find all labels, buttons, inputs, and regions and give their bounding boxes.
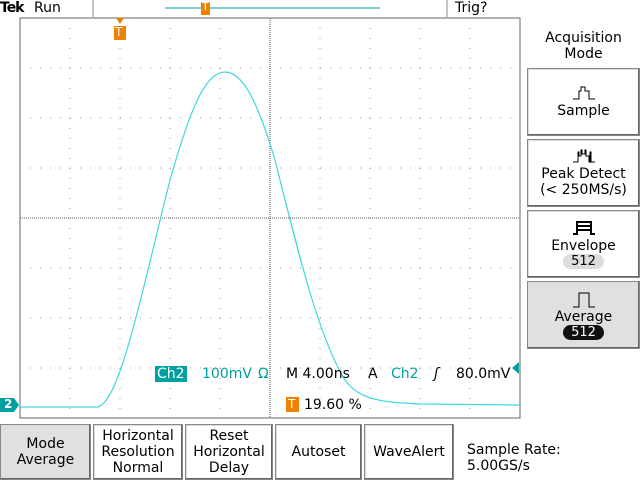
menu-title-line: Mode [564,46,603,62]
menu-title-line: Acquisition [545,30,622,46]
channel: Ch2 [157,366,185,382]
button-label: Envelope [551,237,616,254]
button-label: Peak Detect [541,166,626,182]
button-label: Horizontal [193,444,265,460]
timebase: M 4.00ns [286,366,350,382]
button-label: Average [554,308,613,325]
side-button[interactable]: Average 512 [527,281,640,349]
menu-title: Acquisition Mode [527,30,640,62]
side-button[interactable]: Peak Detect (< 250MS/s) [527,139,640,207]
mode-icon [572,86,595,100]
button-label: Autoset [291,444,346,460]
button-label: Reset [209,428,249,444]
trigger-mode: A [368,366,378,382]
trigger-source: Ch2 [391,366,419,382]
badge: 512 [563,324,604,340]
trigger-marker: T [202,0,209,13]
bottom-button[interactable]: Mode Average [0,424,91,480]
button-label: WaveAlert [373,444,445,460]
button-label: Mode [26,436,65,452]
bottom-button[interactable]: Autoset [275,424,362,480]
side-button[interactable]: Sample [527,68,640,136]
brand: Tek [0,0,24,16]
impedance: Ω [258,366,269,382]
mode-icon [572,292,595,307]
button-label: Resolution [101,444,175,460]
button-label: Average [16,452,75,468]
button-label: (< 250MS/s) [540,182,627,198]
button-label: Horizontal [102,428,174,444]
mode-icon [572,149,595,163]
trigger-slope: ʃ [434,366,439,382]
volts-per-div: 100mV [202,366,252,382]
button-label: Delay [208,460,250,476]
position: 19.60 % [304,397,362,413]
position-marker-small: T [288,397,296,411]
position-marker: T [115,25,123,39]
run-state: Run [34,0,61,16]
bottom-button[interactable]: WaveAlert [364,424,454,480]
side-button[interactable]: Envelope 512 [527,210,640,278]
button-label: Sample [557,103,610,119]
button-label: Normal [112,460,164,476]
info-line: 5.00GS/s [467,458,530,474]
sample-rate: Sample Rate: 5.00GS/s [467,442,561,474]
ground-marker: 2 [4,397,13,411]
bottom-button[interactable]: Horizontal Resolution Normal [93,424,183,480]
info-line: Sample Rate: [467,442,561,458]
trigger-level: 80.0mV [456,366,511,382]
bottom-button[interactable]: Reset Horizontal Delay [185,424,273,480]
mode-icon [572,220,595,235]
badge: 512 [563,253,604,269]
trigger-state: Trig? [455,0,488,16]
